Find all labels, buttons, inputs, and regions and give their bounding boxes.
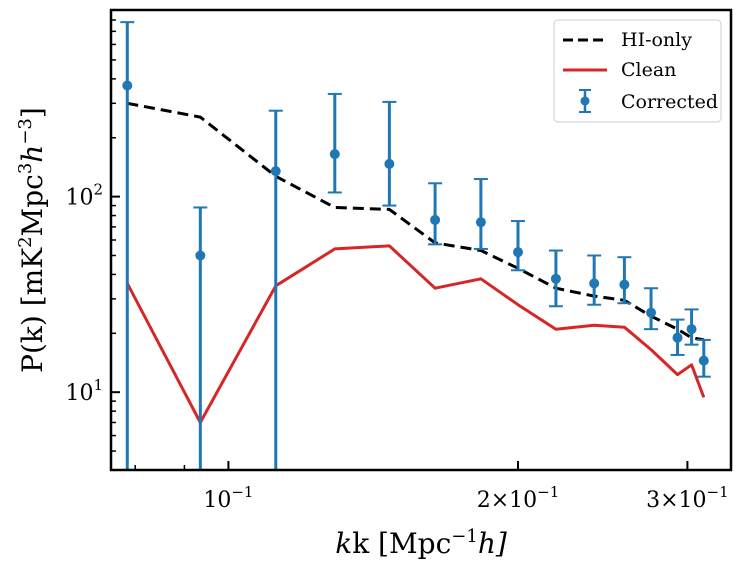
data-marker xyxy=(384,158,395,169)
corrected-point xyxy=(587,254,602,306)
legend-corrected-swatch xyxy=(579,89,591,113)
y-axis-label: P(k) [mK2Mpc3h−3] xyxy=(15,107,49,373)
corrected-point xyxy=(193,206,208,470)
data-marker xyxy=(550,273,561,284)
corrected-point xyxy=(327,92,342,194)
tick-labels: 10−1 2×10−1 3×10−1 101 102 xyxy=(65,181,728,513)
legend-hionly-label: HI-only xyxy=(621,29,692,51)
data-marker xyxy=(195,250,206,261)
legend-clean-label: Clean xyxy=(621,59,676,81)
corrected-point xyxy=(617,256,632,305)
legend-corrected-label: Corrected xyxy=(621,91,718,113)
data-marker xyxy=(589,278,600,289)
x-tick-label: 3×10−1 xyxy=(646,483,729,513)
errorbar-layer xyxy=(120,21,711,470)
corrected-point xyxy=(120,21,135,470)
x-tick-label: 2×10−1 xyxy=(477,483,560,513)
data-marker xyxy=(122,80,133,91)
y-tick-label: 101 xyxy=(65,376,103,406)
data-marker xyxy=(329,149,340,160)
series-hi-only-line xyxy=(127,101,705,342)
major-ticks xyxy=(111,195,689,470)
data-marker xyxy=(686,324,697,335)
corrected-point xyxy=(696,338,711,378)
data-marker xyxy=(513,247,524,258)
data-marker xyxy=(646,307,657,318)
corrected-point xyxy=(684,308,699,346)
plot-frame xyxy=(109,8,733,472)
corrected-point xyxy=(548,249,563,308)
corrected-point xyxy=(473,178,488,250)
legend-box xyxy=(553,19,722,123)
data-marker xyxy=(698,355,709,366)
data-marker xyxy=(672,332,683,343)
series-layer xyxy=(125,101,706,424)
data-marker xyxy=(619,279,630,290)
series-clean-line xyxy=(125,244,706,424)
x-axis-label: kk [Mpc−1h] xyxy=(335,526,507,560)
corrected-point xyxy=(382,100,397,207)
corrected-point xyxy=(268,109,283,470)
legend: HI-only Clean Corrected xyxy=(553,19,722,123)
data-marker xyxy=(475,217,486,228)
x-tick-label: 10−1 xyxy=(203,483,253,513)
corrected-point xyxy=(670,318,685,356)
data-marker xyxy=(430,214,441,225)
corrected-point xyxy=(428,182,443,246)
data-marker xyxy=(270,166,281,177)
corrected-point xyxy=(644,287,659,331)
y-tick-label: 102 xyxy=(65,181,103,211)
corrected-point xyxy=(511,220,526,272)
